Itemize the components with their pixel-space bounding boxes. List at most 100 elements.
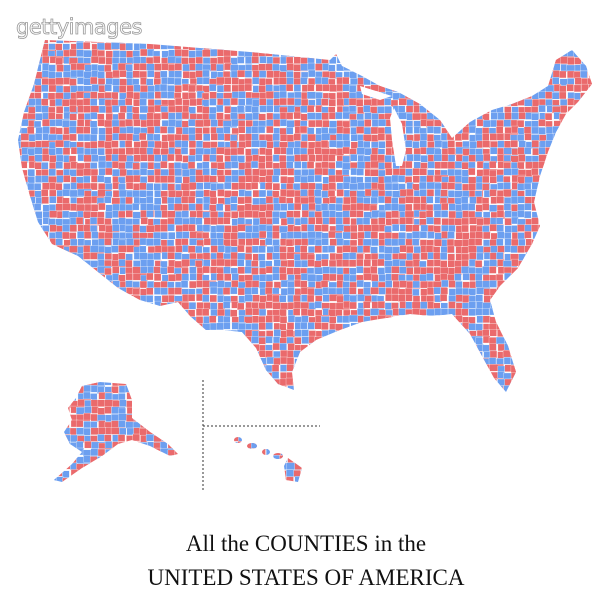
county	[90, 287, 99, 296]
county	[154, 210, 162, 218]
county	[328, 217, 337, 225]
county	[587, 50, 592, 58]
county	[160, 392, 168, 400]
county	[104, 295, 119, 303]
county	[497, 309, 513, 317]
county	[20, 413, 36, 421]
county	[349, 295, 357, 304]
county	[146, 385, 154, 393]
county	[133, 84, 141, 92]
county	[90, 378, 99, 386]
county	[133, 99, 141, 107]
county	[516, 134, 525, 142]
county	[42, 399, 51, 408]
county	[314, 174, 322, 183]
county	[539, 237, 554, 246]
county	[328, 393, 337, 401]
county	[336, 350, 345, 358]
county	[546, 441, 554, 449]
county	[314, 40, 322, 44]
county	[216, 40, 232, 43]
county	[370, 336, 378, 344]
county	[83, 294, 91, 302]
county	[259, 43, 267, 51]
county	[119, 344, 127, 353]
county	[474, 393, 490, 401]
county	[531, 92, 540, 100]
county	[518, 308, 526, 316]
county	[216, 252, 224, 260]
county	[251, 174, 260, 183]
county	[580, 344, 588, 352]
county	[336, 189, 344, 197]
county	[405, 40, 413, 44]
county	[181, 427, 197, 435]
county	[98, 427, 106, 435]
county	[175, 420, 190, 428]
county	[489, 189, 497, 197]
county	[209, 407, 217, 416]
county	[335, 49, 343, 57]
county	[524, 231, 532, 239]
county	[425, 210, 434, 218]
county	[384, 428, 392, 437]
county	[133, 406, 141, 415]
county	[224, 43, 232, 51]
county	[18, 267, 29, 275]
county	[406, 245, 414, 254]
county	[517, 385, 526, 393]
county	[587, 259, 592, 267]
county	[293, 210, 301, 218]
county	[76, 119, 85, 127]
county	[412, 365, 420, 374]
county	[587, 92, 592, 100]
county	[440, 371, 455, 379]
county	[559, 274, 574, 283]
county	[531, 245, 547, 254]
county	[329, 350, 337, 359]
county	[539, 371, 547, 379]
county	[272, 399, 281, 407]
county	[524, 133, 532, 141]
county	[27, 357, 35, 365]
county	[301, 371, 316, 379]
county	[160, 40, 175, 43]
county	[447, 441, 462, 449]
county	[419, 357, 434, 365]
county	[132, 364, 148, 372]
county	[420, 252, 429, 260]
county	[166, 239, 175, 247]
county	[223, 393, 238, 401]
county	[286, 336, 294, 345]
county	[82, 42, 91, 50]
county	[461, 259, 469, 268]
county	[482, 225, 490, 233]
county	[559, 40, 567, 43]
county	[272, 40, 280, 43]
county	[503, 385, 511, 393]
county	[28, 448, 44, 456]
county	[293, 449, 301, 457]
county	[475, 273, 483, 282]
county	[419, 364, 427, 373]
county	[231, 336, 246, 345]
county	[475, 91, 483, 99]
county	[588, 421, 592, 429]
county	[531, 301, 540, 309]
county	[181, 49, 189, 57]
county	[265, 155, 273, 163]
county	[595, 163, 602, 170]
county	[154, 393, 162, 402]
county	[397, 175, 406, 183]
county	[455, 350, 463, 359]
county	[371, 420, 386, 428]
county	[76, 253, 85, 261]
county	[434, 161, 442, 169]
county	[314, 260, 322, 268]
county	[48, 302, 63, 310]
county	[595, 49, 609, 56]
county	[322, 84, 330, 92]
county	[419, 64, 427, 72]
county	[531, 336, 539, 344]
county	[356, 357, 364, 365]
